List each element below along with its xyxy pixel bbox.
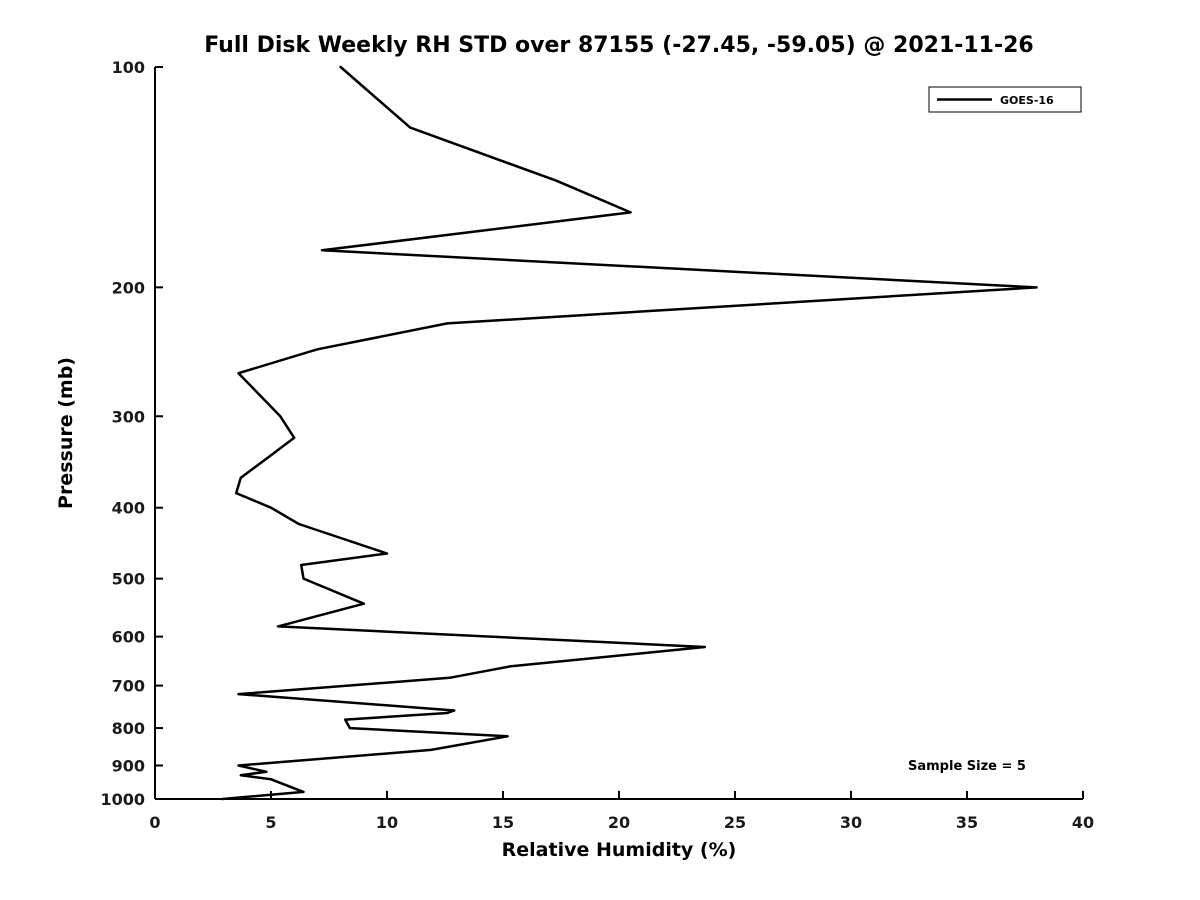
y-tick-label: 200 (112, 278, 145, 297)
y-tick-label: 500 (112, 570, 145, 589)
x-tick-label: 5 (265, 813, 276, 832)
y-tick-label: 600 (112, 628, 145, 647)
x-tick-label: 10 (376, 813, 398, 832)
x-tick-label: 20 (608, 813, 630, 832)
y-tick-label: 800 (112, 719, 145, 738)
y-axis-label: Pressure (mb) (55, 357, 77, 509)
x-tick-label: 35 (956, 813, 978, 832)
data-series (221, 65, 1038, 801)
y-tick-label: 700 (112, 677, 145, 696)
series-line-goes-16 (221, 65, 1038, 801)
x-tick-label: 15 (492, 813, 514, 832)
x-tick-label: 0 (149, 813, 160, 832)
y-tick-label: 300 (112, 407, 145, 426)
x-tick-label: 25 (724, 813, 746, 832)
chart-title: Full Disk Weekly RH STD over 87155 (-27.… (204, 33, 1034, 58)
legend: GOES-16 (928, 86, 1082, 113)
y-tick-label: 400 (112, 499, 145, 518)
sample-size-annotation: Sample Size = 5 (908, 759, 1026, 774)
x-tick-label: 40 (1072, 813, 1094, 832)
x-tick-label: 30 (840, 813, 862, 832)
legend-entry-label: GOES-16 (1000, 94, 1054, 107)
y-tick-label: 1000 (100, 790, 145, 809)
axes: 0 5 10 15 20 25 30 35 40 100 200 300 400 500 600 700 800… (100, 58, 1094, 832)
x-axis-label: Relative Humidity (%) (502, 839, 737, 861)
y-tick-label: 100 (112, 58, 145, 77)
y-tick-label: 900 (112, 757, 145, 776)
